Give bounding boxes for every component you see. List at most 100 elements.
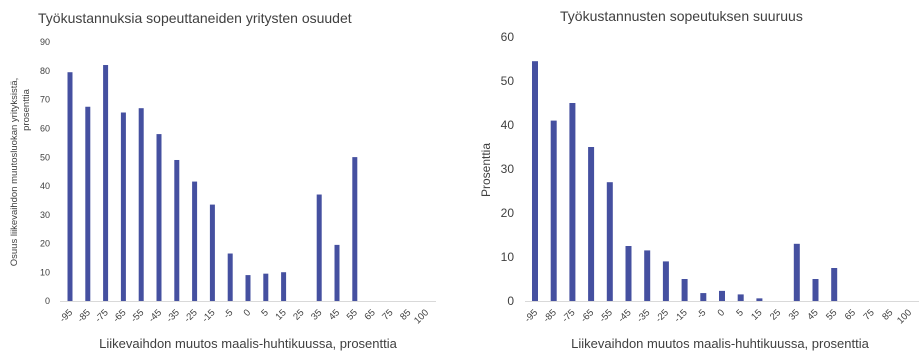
x-tick-label: 5 [259, 307, 271, 319]
bar [793, 243, 800, 301]
x-tick-label: -35 [164, 307, 181, 324]
y-axis-title: prosenttia [21, 88, 32, 130]
bar [138, 108, 144, 301]
bar [334, 244, 340, 301]
bar [120, 112, 126, 301]
x-tick-label: 0 [242, 307, 254, 319]
bar [625, 246, 632, 301]
bar [550, 120, 557, 301]
bar [281, 272, 287, 301]
bar [156, 134, 162, 301]
x-tick-label: 35 [309, 307, 324, 322]
x-tick-label: -95 [58, 307, 75, 324]
y-tick-label: 0 [45, 296, 50, 306]
chart-right: Työkustannusten sopeutuksen suuruus 0 10 2… [460, 0, 921, 356]
x-tick-label: 25 [291, 307, 306, 322]
x-tick-label: 5 [734, 307, 746, 319]
chart-title: Työkustannuksia sopeuttaneiden yritysten… [38, 10, 352, 26]
y-tick-label: 90 [40, 37, 50, 47]
x-tick-label: 85 [398, 307, 413, 322]
bar [263, 273, 269, 301]
bar [245, 275, 251, 301]
x-tick-label: 45 [327, 307, 342, 322]
bar [569, 103, 576, 301]
x-tick-label: -55 [129, 307, 146, 324]
bar [316, 194, 322, 301]
x-tick-label: 65 [362, 307, 377, 322]
y-tick-label: 30 [40, 210, 50, 220]
x-tick-label: -45 [147, 307, 164, 324]
x-tick-label: -25 [182, 307, 199, 324]
y-tick-label: 0 [507, 294, 514, 308]
chart-left: Työkustannuksia sopeuttaneiden yritysten… [0, 0, 460, 356]
bar [209, 204, 215, 301]
bar [812, 279, 819, 301]
x-tick-label: 25 [768, 307, 783, 322]
x-tick-label: -65 [111, 307, 128, 324]
y-tick-label: 20 [501, 206, 515, 220]
bar [532, 61, 538, 302]
y-tick-label: 70 [40, 95, 50, 105]
x-tick-label: 75 [861, 307, 876, 322]
y-tick-label: 50 [501, 74, 515, 88]
bar [352, 157, 358, 301]
y-axis-title: Prosenttia [479, 143, 493, 197]
x-tick-label: 15 [273, 307, 288, 322]
x-axis-title: Liikevaihdon muutos maalis-huhtikuussa, … [99, 336, 397, 351]
x-tick-label: -5 [695, 307, 709, 321]
y-tick-label: 50 [40, 152, 50, 162]
bar [174, 159, 180, 301]
y-tick-label: 20 [40, 239, 50, 249]
x-axis-title: Liikevaihdon muutos maalis-huhtikuussa, … [571, 336, 869, 351]
x-tick-label: 65 [843, 307, 858, 322]
bar [831, 268, 838, 301]
bar [192, 181, 198, 301]
y-tick-label: 10 [40, 267, 50, 277]
x-tick-label: 45 [805, 307, 820, 322]
bar [681, 279, 688, 301]
x-tick-label: -25 [654, 307, 671, 324]
y-axis-title: Osuus liikevaihdon muutosluokan yrityksi… [9, 78, 20, 267]
bar [85, 106, 91, 301]
x-tick-label: 55 [345, 307, 360, 322]
x-tick-label: -15 [200, 307, 217, 324]
bar [756, 298, 763, 301]
bar [227, 253, 233, 301]
x-tick-label: -55 [597, 307, 614, 324]
bar [588, 147, 595, 301]
bar [606, 182, 613, 301]
y-tick-label: 40 [40, 181, 50, 191]
x-tick-label: -65 [579, 307, 596, 324]
x-tick-label: -75 [560, 307, 577, 324]
x-tick-label: -15 [672, 307, 689, 324]
y-tick-label: 30 [501, 162, 515, 176]
bar [103, 65, 109, 302]
x-tick-label: 100 [895, 307, 914, 326]
bar [700, 293, 707, 301]
x-tick-label: 15 [749, 307, 764, 322]
x-tick-label: 85 [880, 307, 895, 322]
x-tick-label: -85 [541, 307, 558, 324]
chart-title: Työkustannusten sopeutuksen suuruus [560, 8, 803, 24]
x-tick-label: 75 [380, 307, 395, 322]
x-tick-label: 0 [716, 307, 728, 319]
x-tick-label: 55 [824, 307, 839, 322]
x-tick-label: 35 [787, 307, 802, 322]
y-tick-label: 10 [501, 250, 515, 264]
x-tick-label: -95 [523, 307, 540, 324]
bar [662, 261, 669, 301]
x-tick-label: 100 [412, 307, 431, 326]
x-tick-label: -35 [635, 307, 652, 324]
bar [719, 290, 725, 301]
x-tick-label: -75 [93, 307, 110, 324]
y-tick-label: 80 [40, 66, 50, 76]
y-tick-label: 60 [40, 123, 50, 133]
bar [644, 250, 651, 301]
y-tick-label: 60 [501, 30, 515, 44]
y-tick-label: 40 [501, 118, 515, 132]
x-tick-label: -85 [75, 307, 92, 324]
bar [737, 294, 744, 301]
x-tick-label: -5 [222, 307, 236, 321]
